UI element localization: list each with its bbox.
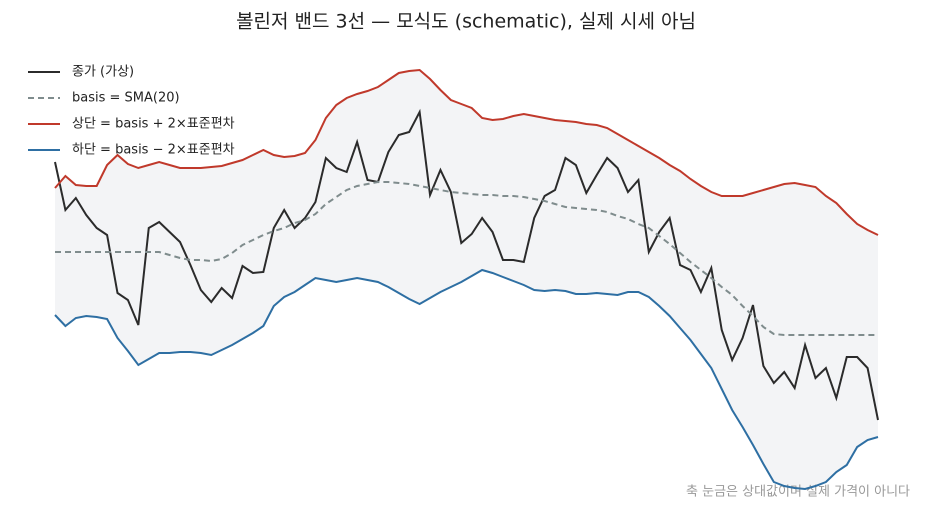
legend-label: basis = SMA(20) — [72, 91, 180, 106]
series-line — [54, 108, 879, 421]
series-line — [54, 68, 879, 236]
annotation: 축 눈금은 상대값이며 실제 가격이 아니다 — [686, 485, 910, 500]
series-line — [54, 268, 879, 491]
legend-label: 종가 (가상) — [72, 65, 134, 80]
series-line — [55, 181, 878, 336]
legend-label: 상단 = basis + 2×표준편차 — [72, 117, 235, 132]
band-fill — [55, 70, 878, 489]
legend-label: 하단 = basis − 2×표준편차 — [72, 143, 235, 158]
chart-title: 볼린저 밴드 3선 — 모식도 (schematic), 실제 시세 아님 — [236, 11, 696, 33]
